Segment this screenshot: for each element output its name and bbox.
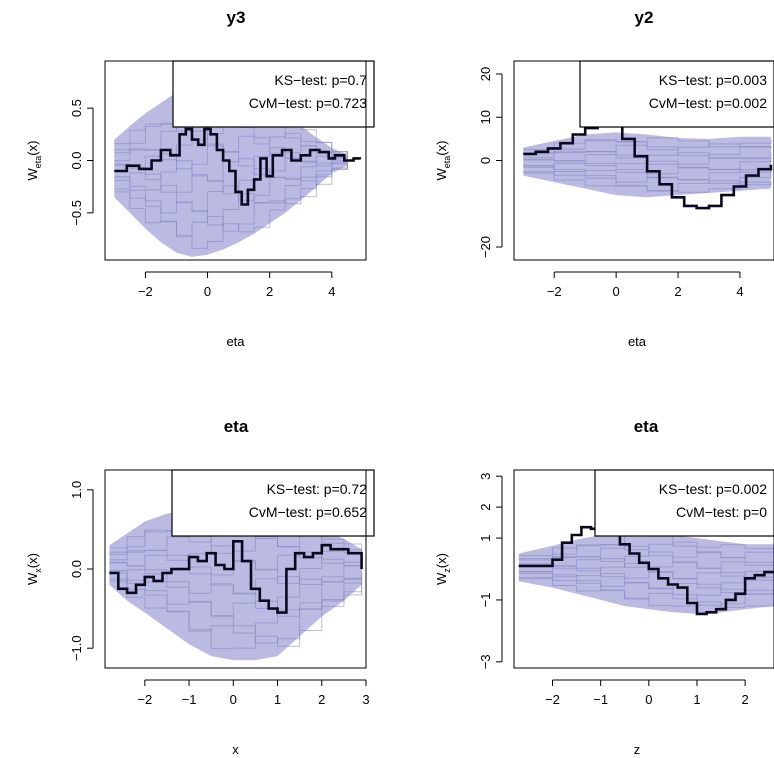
- observed-process-line: [114, 127, 362, 206]
- simulation-band: [109, 507, 362, 661]
- observed-process-line: [109, 540, 363, 614]
- x-axis-label: eta: [628, 334, 647, 349]
- legend-entry: CvM−test: p=0.652: [249, 504, 368, 520]
- y-axis-label: Weta(x): [434, 141, 452, 181]
- legend-box: [171, 469, 375, 537]
- plot-frame: [513, 469, 774, 669]
- simulated-process-line: [109, 561, 363, 595]
- y-label-main: W: [434, 572, 449, 585]
- legend-entry: CvM−test: p=0: [676, 504, 767, 520]
- chart-panel-3: KS−test: p=0.72 CvM−test: p=0.652 −2 −1 0 1 2 3…: [25, 417, 375, 757]
- chart-title: eta: [634, 417, 659, 436]
- x-tick-label: 2: [266, 284, 273, 299]
- x-tick-label: −2: [137, 692, 152, 707]
- y-tick-label: 20: [478, 67, 493, 81]
- x-tick-label: −2: [138, 284, 153, 299]
- x-tick-label: 1: [274, 692, 281, 707]
- legend-entry: CvM−test: p=0.723: [249, 95, 368, 111]
- plot-frame: [104, 469, 367, 669]
- y-label-main: W: [434, 167, 449, 180]
- y-axis-label: Weta(x): [25, 141, 43, 181]
- simulated-process-line: [114, 164, 348, 238]
- observed-process-line: [523, 120, 773, 210]
- x-tick-label: 2: [741, 692, 748, 707]
- simulated-process-line: [523, 144, 772, 157]
- y-label-tail: (x): [25, 141, 40, 156]
- y-tick-label: −1: [478, 593, 493, 608]
- simulated-process-line: [518, 577, 774, 608]
- y-label-subscript: eta: [442, 156, 452, 169]
- simulated-process-line: [518, 563, 774, 581]
- y-tick-label: 0.0: [69, 560, 84, 578]
- y-label-tail: (x): [434, 553, 449, 568]
- plot-area: [523, 120, 773, 210]
- y-tick-label: −20: [478, 236, 493, 258]
- observed-process-line: [518, 524, 774, 616]
- legend-entry: KS−test: p=0.002: [659, 481, 767, 497]
- simulated-process-line: [518, 541, 774, 561]
- plot-area: [109, 507, 363, 661]
- chart-title: y3: [227, 8, 246, 27]
- x-tick-label: 0: [230, 692, 237, 707]
- x-tick-label: −2: [545, 692, 560, 707]
- y-axis-label: Wx(x): [25, 553, 43, 585]
- y-label-subscript: x: [33, 568, 43, 573]
- simulated-process-line: [523, 151, 772, 159]
- legend-box: [172, 60, 375, 128]
- legend-entry: KS−test: p=0.003: [659, 72, 767, 88]
- x-axis-label: x: [232, 742, 239, 757]
- simulated-process-line: [518, 558, 774, 577]
- x-tick-label: 0: [204, 284, 211, 299]
- y-label-subscript: eta: [33, 156, 43, 169]
- y-tick-label: −3: [478, 654, 493, 669]
- x-tick-label: 4: [736, 284, 743, 299]
- y-label-main: W: [25, 167, 40, 180]
- x-tick-label: −2: [547, 284, 562, 299]
- legend-box: [579, 60, 774, 128]
- x-tick-label: 0: [645, 692, 652, 707]
- x-axis-label: eta: [226, 334, 245, 349]
- x-tick-label: −1: [593, 692, 608, 707]
- x-tick-label: 1: [693, 692, 700, 707]
- plot-area: [114, 85, 362, 257]
- y-tick-label: 1: [478, 534, 493, 541]
- y-tick-label: 0.5: [69, 99, 84, 117]
- y-tick-label: 10: [478, 110, 493, 124]
- y-label-main: W: [25, 572, 40, 585]
- y-label-tail: (x): [434, 141, 449, 156]
- simulated-process-line: [523, 162, 772, 175]
- chart-panel-1: KS−test: p=0.7 CvM−test: p=0.723 −2 0 2 4 −0.5…: [25, 8, 375, 349]
- legend-box: [594, 469, 774, 537]
- y-axis-label: Wz(x): [434, 553, 452, 585]
- y-tick-label: −1.0: [69, 635, 84, 661]
- chart-title: y2: [635, 8, 654, 27]
- x-tick-label: 3: [362, 692, 369, 707]
- plot-area: [518, 524, 774, 616]
- x-tick-label: 4: [328, 284, 335, 299]
- x-tick-label: 0: [613, 284, 620, 299]
- legend-entry: KS−test: p=0.7: [274, 72, 367, 88]
- legend-entry: KS−test: p=0.72: [267, 481, 368, 497]
- plot-frame: [513, 60, 774, 261]
- y-label-tail: (x): [25, 553, 40, 568]
- y-tick-label: −0.5: [69, 200, 84, 226]
- x-tick-label: 2: [318, 692, 325, 707]
- x-tick-label: −1: [182, 692, 197, 707]
- x-axis-label: z: [634, 742, 641, 757]
- y-tick-label: 0: [478, 157, 493, 164]
- x-tick-label: 2: [674, 284, 681, 299]
- y-tick-label: 2: [478, 504, 493, 511]
- legend-entry: CvM−test: p=0.002: [649, 95, 768, 111]
- y-tick-label: 1.0: [69, 481, 84, 499]
- y-tick-label: 3: [478, 473, 493, 480]
- y-label-subscript: z: [442, 568, 452, 573]
- simulated-process-line: [523, 137, 772, 150]
- y-tick-label: 0.0: [69, 151, 84, 169]
- simulated-process-line: [518, 567, 774, 589]
- chart-title: eta: [224, 417, 249, 436]
- chart-panel-4: KS−test: p=0.002 CvM−test: p=0 −2 −1 0 1 2 −3 −1…: [434, 417, 774, 757]
- plot-frame: [104, 60, 367, 261]
